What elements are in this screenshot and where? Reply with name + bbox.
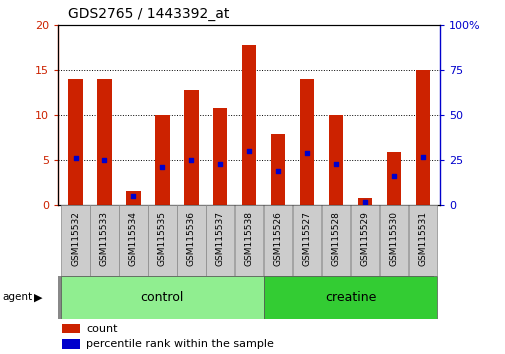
Bar [62,339,80,349]
Text: GSM115533: GSM115533 [100,211,109,266]
Text: GSM115529: GSM115529 [360,211,369,266]
FancyBboxPatch shape [321,205,349,276]
Point [302,150,311,156]
Bar [357,198,372,205]
FancyBboxPatch shape [206,205,234,276]
FancyBboxPatch shape [61,205,89,276]
Text: GSM115532: GSM115532 [71,211,80,266]
Point [418,154,426,159]
Bar [184,90,198,205]
Text: GDS2765 / 1443392_at: GDS2765 / 1443392_at [68,7,229,21]
FancyBboxPatch shape [264,205,292,276]
Text: GSM115530: GSM115530 [389,211,397,266]
Bar [155,115,169,205]
Text: percentile rank within the sample: percentile rank within the sample [86,339,273,349]
FancyBboxPatch shape [119,205,147,276]
Bar [263,276,436,319]
Point [389,173,397,179]
Text: GSM115536: GSM115536 [186,211,195,266]
FancyBboxPatch shape [379,205,408,276]
Point [274,168,282,174]
Bar [299,79,314,205]
Text: GSM115538: GSM115538 [244,211,253,266]
Bar [328,115,342,205]
Text: GSM115534: GSM115534 [129,211,138,266]
Bar [415,70,429,205]
Point [158,165,166,170]
Point [71,155,79,161]
FancyBboxPatch shape [90,205,119,276]
Text: GSM115526: GSM115526 [273,211,282,266]
Point [331,161,339,167]
FancyBboxPatch shape [350,205,378,276]
Text: agent: agent [3,292,33,302]
Bar [386,152,400,205]
Text: GSM115531: GSM115531 [418,211,427,266]
Bar [62,324,80,333]
Text: count: count [86,324,117,333]
FancyBboxPatch shape [234,205,263,276]
Point [129,193,137,199]
Bar [68,79,83,205]
FancyBboxPatch shape [292,205,321,276]
Text: creatine: creatine [324,291,375,304]
Bar [270,134,285,205]
Text: control: control [140,291,184,304]
Point [187,157,195,163]
Bar [126,191,140,205]
Point [100,157,109,163]
FancyBboxPatch shape [148,205,176,276]
Bar [213,108,227,205]
Text: GSM115537: GSM115537 [215,211,224,266]
Point [216,161,224,167]
Text: GSM115535: GSM115535 [158,211,167,266]
Bar [61,276,263,319]
Bar [97,79,112,205]
Bar [241,45,256,205]
Point [360,199,368,205]
Text: GSM115527: GSM115527 [302,211,311,266]
FancyBboxPatch shape [408,205,436,276]
Text: ▶: ▶ [34,292,42,302]
Point [245,148,253,154]
FancyBboxPatch shape [177,205,205,276]
Text: GSM115528: GSM115528 [331,211,340,266]
